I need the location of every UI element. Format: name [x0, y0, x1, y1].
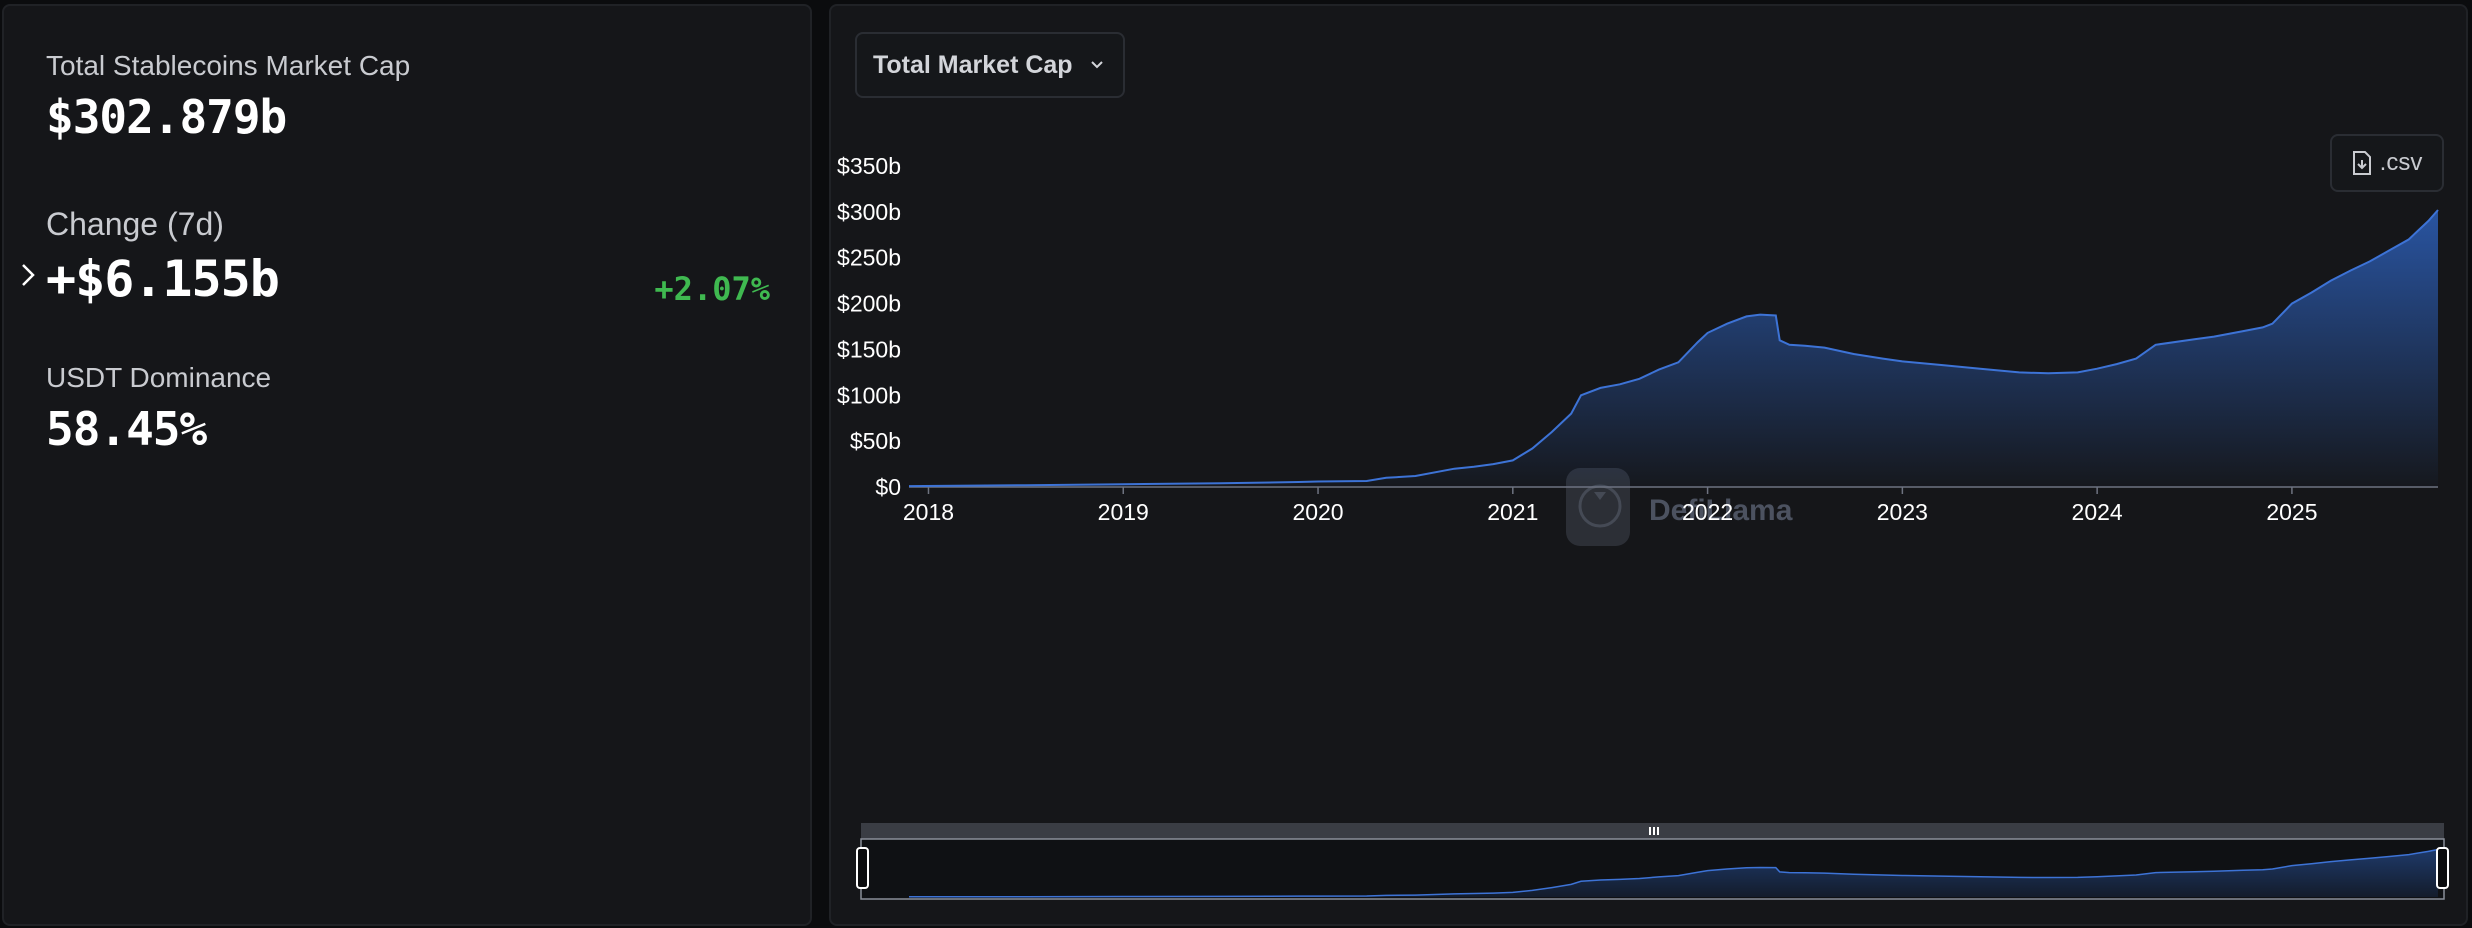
change-7d-value: +$6.155b	[46, 250, 280, 308]
total-market-cap-value: $302.879b	[46, 90, 287, 144]
y-axis: $0 $50b $100b $150b $200b $250b $300b $350b	[837, 153, 901, 500]
download-csv-label: .csv	[2379, 149, 2423, 176]
usdt-dominance-label: USDT Dominance	[46, 362, 272, 393]
x-tick-label: 2025	[2266, 499, 2317, 525]
market-cap-chart: DefiLlama $0 $50b $100b $150b $200b $250b $300…	[837, 153, 2449, 900]
file-download-icon	[2352, 151, 2371, 175]
market-cap-line	[908, 209, 2439, 488]
y-tick-label: $300b	[837, 199, 901, 225]
change-7d-percent: +2.07%	[654, 270, 770, 308]
stats-panel: Total Stablecoins Market Cap $302.879b C…	[2, 4, 812, 926]
usdt-dominance-value: 58.45%	[46, 402, 207, 456]
y-tick-label: $350b	[837, 153, 901, 179]
market-cap-area	[909, 210, 2438, 487]
metric-dropdown-label: Total Market Cap	[873, 50, 1073, 79]
slider-handle-right[interactable]	[2436, 847, 2449, 889]
slider-grip-icon	[1649, 827, 1659, 835]
overview-area	[909, 849, 2438, 897]
x-tick-label: 2021	[1487, 499, 1538, 525]
change-7d-label: Change (7d)	[46, 206, 224, 242]
download-csv-button[interactable]: .csv	[2330, 134, 2444, 192]
x-tick-label: 2020	[1292, 499, 1343, 525]
chevron-down-icon	[1090, 61, 1103, 69]
slider-handle-left[interactable]	[856, 847, 869, 889]
y-tick-label: $100b	[837, 382, 901, 408]
chart-panel: Total Market Cap .csv	[829, 4, 2468, 926]
x-tick-label: 2018	[903, 499, 954, 525]
chevron-right-icon[interactable]	[14, 260, 44, 290]
y-tick-label: $250b	[837, 245, 901, 271]
overview-series	[908, 848, 2439, 898]
x-tick-label: 2022	[1682, 499, 1733, 525]
y-tick-label: $150b	[837, 336, 901, 362]
y-tick-label: $50b	[850, 428, 901, 454]
total-market-cap-label: Total Stablecoins Market Cap	[46, 50, 411, 81]
watermark-text: DefiLlama	[1649, 494, 1793, 527]
plot-area	[908, 209, 2439, 488]
y-tick-label: $0	[875, 474, 901, 500]
x-tick-label: 2023	[1877, 499, 1928, 525]
overview-line	[908, 848, 2439, 898]
x-tick-label: 2019	[1098, 499, 1149, 525]
zoom-slider[interactable]	[856, 823, 2449, 900]
slider-track[interactable]	[861, 823, 2444, 839]
x-tick-label: 2024	[2072, 499, 2123, 525]
metric-dropdown[interactable]: Total Market Cap	[855, 32, 1125, 98]
y-tick-label: $200b	[837, 291, 901, 317]
